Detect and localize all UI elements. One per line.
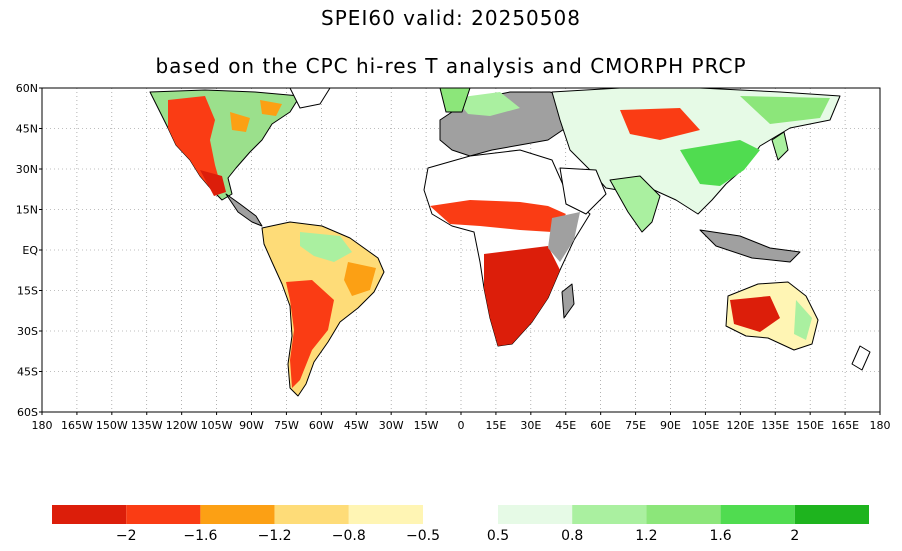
brazil-east-dry (344, 262, 376, 296)
australia-east-green (794, 300, 812, 340)
new-zealand (851, 345, 871, 371)
asia-dry (620, 108, 700, 140)
lon-tick-label: 105E (691, 419, 719, 432)
lat-tick-label: 60S (17, 406, 38, 419)
colorbar-label: 0.8 (561, 528, 583, 544)
colorbar-label: −1.6 (183, 528, 217, 544)
africa-south (484, 246, 560, 346)
lat-tick-label: 60N (16, 82, 38, 95)
lon-tick-label: 60E (590, 419, 611, 432)
colorbar-swatch-wet (572, 505, 647, 524)
lon-tick-label: 120W (166, 419, 198, 432)
lat-tick-label: 15N (16, 204, 38, 217)
colorbar-label: −1.2 (258, 528, 292, 544)
india (609, 175, 661, 233)
landmasses (149, 88, 871, 397)
japan (771, 131, 789, 161)
lon-tick-label: 75E (625, 419, 646, 432)
lat-tick-label: 45S (17, 366, 38, 379)
north-america-dry-patches (230, 100, 282, 132)
lon-tick-label: 180 (32, 419, 53, 432)
arabia (559, 167, 607, 215)
colorbar-label: 0.5 (487, 528, 509, 544)
se-asia-islands (699, 229, 801, 263)
lon-tick-label: 45W (344, 419, 369, 432)
colorbar-swatch-dry (52, 505, 127, 524)
greenland (289, 88, 331, 109)
colorbar-swatch-wet (498, 505, 573, 524)
lon-tick-label: 90W (239, 419, 264, 432)
colorbar-swatch-dry (126, 505, 201, 524)
lon-tick-label: 135W (131, 419, 163, 432)
lon-tick-label: 15W (414, 419, 439, 432)
lon-tick-label: 15E (485, 419, 506, 432)
lon-tick-label: 0 (458, 419, 465, 432)
central-america (225, 193, 263, 227)
colorbar-swatch-wet (794, 505, 869, 524)
madagascar (561, 283, 575, 319)
lon-tick-label: 60W (309, 419, 334, 432)
lat-tick-label: 15S (17, 285, 38, 298)
siberia-green (740, 96, 830, 124)
lon-tick-label: 150W (96, 419, 128, 432)
colorbar-label: −0.8 (332, 528, 366, 544)
lon-tick-label: 165E (831, 419, 859, 432)
longitude-labels: 180 165W 150W 135W 120W 105W 90W 75W 60W 45W 30W 15… (32, 412, 891, 432)
map-subtitle: based on the CPC hi-res T analysis and C… (155, 54, 747, 78)
lon-tick-label: 30W (379, 419, 404, 432)
map-title: SPEI60 valid: 20250508 (321, 6, 581, 30)
lon-tick-label: 75W (274, 419, 299, 432)
lon-tick-label: 90E (660, 419, 681, 432)
colorbar-labels: −2 −1.6 −1.2 −0.8 −0.5 0.5 0.8 1.2 1.6 2 (116, 528, 799, 544)
colorbar-swatch-dry (348, 505, 423, 524)
south-america-dry (286, 280, 334, 388)
africa-sahel (430, 200, 566, 232)
colorbar-swatch-wet (720, 505, 795, 524)
europe-green (455, 92, 520, 116)
lon-tick-label: 135E (761, 419, 789, 432)
lon-tick-label: 150E (796, 419, 824, 432)
lon-tick-label: 30E (520, 419, 541, 432)
lat-tick-label: EQ (22, 244, 38, 257)
north-america-dry-west (168, 96, 222, 190)
colorbar-label: 2 (790, 528, 799, 544)
colorbar-label: −2 (116, 528, 137, 544)
scandinavia (439, 88, 471, 113)
lat-tick-label: 30N (16, 163, 38, 176)
colorbar-label: 1.2 (635, 528, 657, 544)
lon-tick-label: 105W (201, 419, 233, 432)
mexico-dry (200, 170, 226, 196)
colorbar-label: 1.6 (709, 528, 731, 544)
colorbar (52, 505, 869, 524)
australia-dry (730, 296, 780, 332)
colorbar-swatch-dry (200, 505, 275, 524)
lon-tick-label: 120E (726, 419, 754, 432)
lat-tick-label: 30S (17, 325, 38, 338)
colorbar-swatch-dry (274, 505, 349, 524)
asia-green (680, 140, 760, 186)
colorbar-label: −0.5 (406, 528, 440, 544)
lon-tick-label: 45E (555, 419, 576, 432)
lon-tick-label: 180 (870, 419, 891, 432)
lon-tick-label: 165W (61, 419, 93, 432)
latitude-labels: 60N 45N 30N 15N EQ 15S 30S 45S 60S (16, 82, 42, 419)
amazon-green (300, 232, 352, 262)
colorbar-swatch-wet (646, 505, 721, 524)
lat-tick-label: 45N (16, 123, 38, 136)
africa-east (548, 212, 580, 262)
